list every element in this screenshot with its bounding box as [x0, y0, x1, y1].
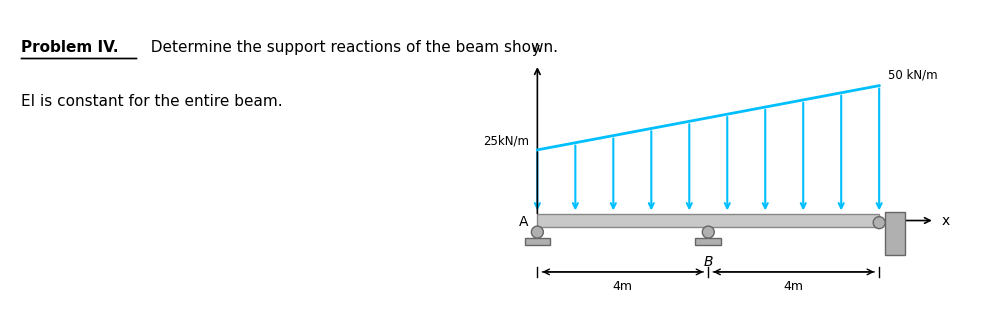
Text: x: x [941, 213, 950, 227]
Circle shape [874, 217, 885, 229]
Polygon shape [537, 214, 880, 227]
Text: Determine the support reactions of the beam shown.: Determine the support reactions of the b… [141, 40, 558, 55]
Text: C: C [885, 215, 895, 229]
Polygon shape [525, 238, 550, 245]
Text: 4m: 4m [784, 280, 804, 293]
Text: Problem IV.: Problem IV. [21, 40, 118, 55]
Text: 25kN/m: 25kN/m [483, 135, 528, 148]
Text: B: B [704, 255, 713, 269]
Circle shape [702, 226, 714, 238]
Text: EI is constant for the entire beam.: EI is constant for the entire beam. [21, 94, 282, 109]
Polygon shape [885, 212, 905, 255]
Text: 4m: 4m [613, 280, 633, 293]
Text: y: y [531, 42, 539, 56]
Circle shape [531, 226, 543, 238]
Text: 50 kN/m: 50 kN/m [887, 68, 938, 81]
Text: A: A [520, 215, 528, 229]
Polygon shape [695, 238, 721, 245]
